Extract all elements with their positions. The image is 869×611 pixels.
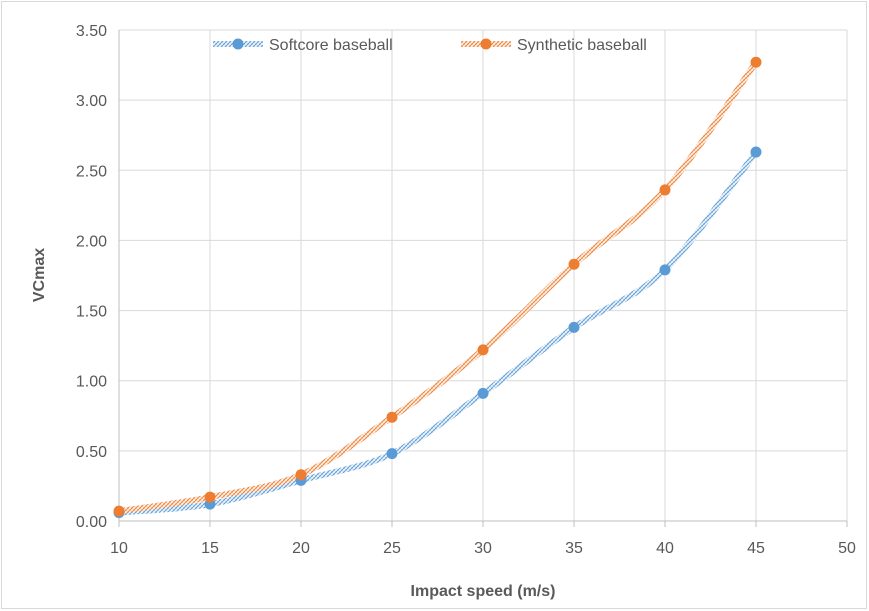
x-tick-label: 25	[383, 540, 401, 557]
synthetic-baseball-point	[386, 411, 398, 423]
series-markers	[113, 56, 762, 519]
synthetic-baseball-series-line	[116, 59, 759, 515]
softcore-baseball-point	[568, 321, 580, 333]
softcore-baseball-series-line	[116, 149, 759, 516]
x-tick-label: 20	[292, 540, 310, 557]
softcore-baseball-point	[659, 264, 671, 276]
softcore-baseball-point	[477, 387, 489, 399]
softcore-baseball-legend-marker	[232, 38, 244, 50]
synthetic-baseball-point	[659, 184, 671, 196]
softcore-baseball-point	[750, 146, 762, 158]
x-tick-label: 35	[565, 540, 583, 557]
axes: 0.00 0.50 1.00 1.50 2.00 2.50 3.00 3.50 10 15 20 25…	[76, 23, 856, 557]
synthetic-baseball-legend-label: Synthetic baseball	[517, 37, 647, 54]
y-tick-label: 0.50	[76, 444, 107, 461]
y-tick-label: 1.00	[76, 374, 107, 391]
y-tick-label: 2.50	[76, 163, 107, 180]
synthetic-baseball-point	[750, 56, 762, 68]
x-tick-label: 15	[201, 540, 219, 557]
series-lines	[116, 59, 759, 516]
synthetic-baseball-point	[204, 491, 216, 503]
synthetic-baseball-point	[477, 344, 489, 356]
synthetic-baseball-point	[113, 505, 125, 517]
softcore-baseball-point	[386, 448, 398, 460]
x-tick-label: 10	[110, 540, 128, 557]
y-tick-label: 2.00	[76, 233, 107, 250]
softcore-baseball-legend-label: Softcore baseball	[269, 37, 393, 54]
x-tick-label: 45	[747, 540, 765, 557]
synthetic-baseball-legend-marker	[480, 38, 492, 50]
y-tick-label: 1.50	[76, 304, 107, 321]
y-axis-title: VCmax	[31, 248, 48, 302]
grid	[119, 29, 848, 521]
legend: Softcore baseball Synthetic baseball	[213, 37, 647, 54]
y-tick-label: 3.50	[76, 23, 107, 40]
x-axis-title: Impact speed (m/s)	[411, 583, 556, 600]
synthetic-baseball-point	[295, 469, 307, 481]
y-tick-label: 3.00	[76, 93, 107, 110]
x-tick-label: 30	[474, 540, 492, 557]
x-tick-label: 50	[838, 540, 856, 557]
x-tick-label: 40	[656, 540, 674, 557]
y-tick-label: 0.00	[76, 514, 107, 531]
synthetic-baseball-point	[568, 258, 580, 270]
